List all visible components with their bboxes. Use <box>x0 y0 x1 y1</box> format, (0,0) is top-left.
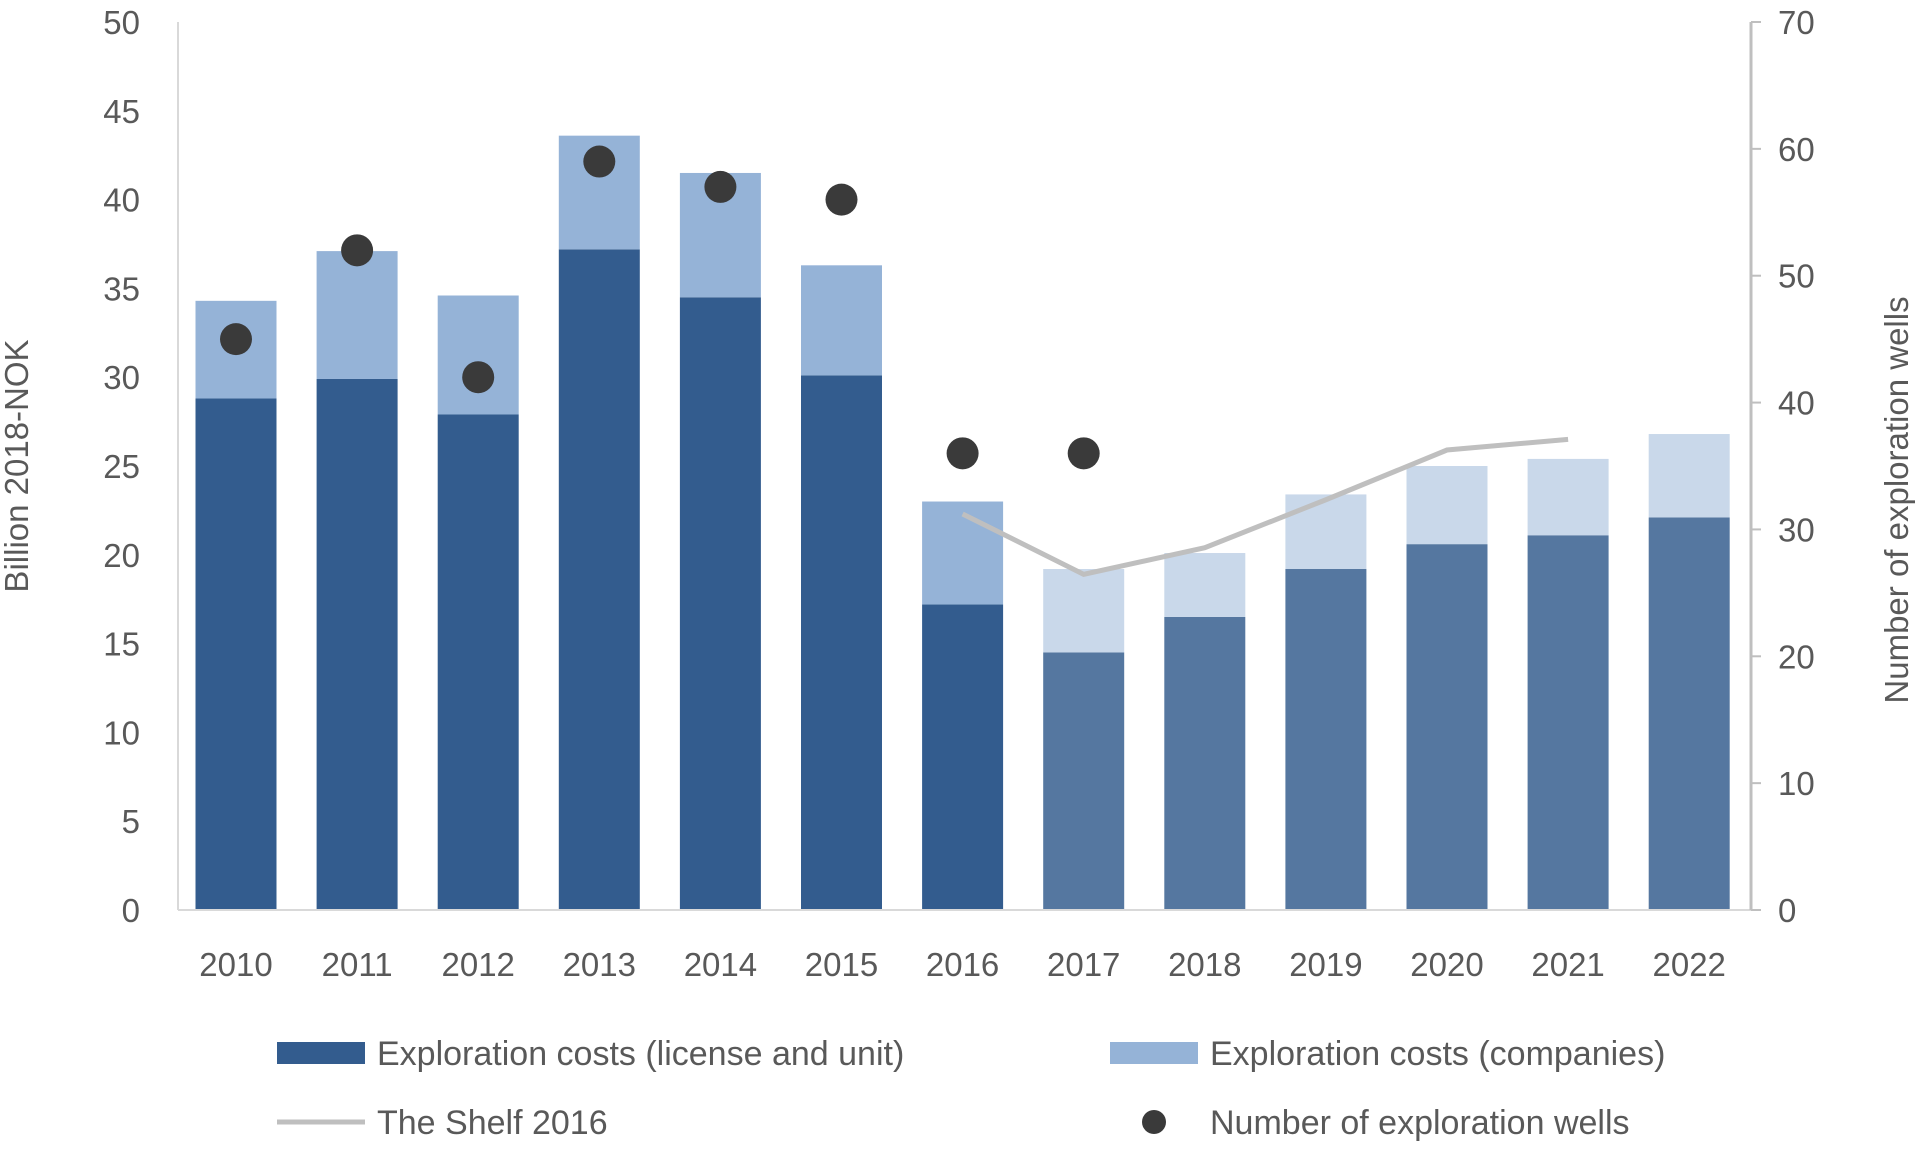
bar-license-unit-2017 <box>1043 652 1125 910</box>
bars-layer <box>195 135 1730 910</box>
y-tick-label-left: 15 <box>103 626 140 663</box>
bar-companies-2021 <box>1527 458 1609 536</box>
y-tick-label-right: 30 <box>1778 511 1815 548</box>
y-tick-label-left: 25 <box>103 448 140 485</box>
y-tick-label-left: 35 <box>103 270 140 307</box>
bar-license-unit-2014 <box>679 297 761 910</box>
bar-license-unit-2020 <box>1406 544 1488 910</box>
axes-layer: 2010 2011 2012 2013 2014 2015 2016 2017 2018 2019… <box>103 4 1814 983</box>
x-tick-label: 2020 <box>1410 946 1483 983</box>
well-count-point-2013 <box>583 145 616 178</box>
bar-companies-2022 <box>1648 434 1730 518</box>
y-tick-label-right: 50 <box>1778 258 1815 295</box>
bar-license-unit-2010 <box>195 398 277 910</box>
bar-companies-2020 <box>1406 466 1488 545</box>
y-tick-label-left: 40 <box>103 182 140 219</box>
bar-companies-2012 <box>437 295 519 415</box>
well-count-point-2010 <box>220 323 252 356</box>
y-tick-label-left: 50 <box>103 4 140 41</box>
x-tick-label: 2015 <box>805 946 878 983</box>
legend: Exploration costs (license and unit) Expl… <box>277 1035 1665 1142</box>
y-tick-label-left: 30 <box>103 359 140 396</box>
bar-license-unit-2015 <box>801 375 882 910</box>
bar-license-unit-2012 <box>437 414 519 910</box>
y-tick-label-right: 40 <box>1778 385 1815 422</box>
bar-license-unit-2021 <box>1527 535 1609 910</box>
x-tick-label: 2013 <box>563 946 636 983</box>
bar-license-unit-2016 <box>922 604 1004 910</box>
well-count-point-2016 <box>946 437 979 470</box>
x-tick-label: 2021 <box>1531 946 1604 983</box>
y-tick-label-right: 20 <box>1778 638 1815 675</box>
x-tick-label: 2019 <box>1289 946 1362 983</box>
y-axis-label-right: Number of exploration wells <box>1878 296 1915 703</box>
y-tick-label-left: 45 <box>103 93 140 130</box>
y-tick-label-left: 10 <box>103 714 140 751</box>
well-count-point-2017 <box>1067 437 1100 470</box>
x-tick-label: 2016 <box>926 946 999 983</box>
bar-license-unit-2011 <box>316 378 398 910</box>
x-tick-label: 2018 <box>1168 946 1241 983</box>
marks-layer <box>220 145 1569 577</box>
bar-companies-2015 <box>801 265 882 376</box>
well-count-point-2014 <box>704 170 737 203</box>
bar-companies-2019 <box>1285 494 1367 570</box>
x-tick-label: 2022 <box>1652 946 1725 983</box>
bar-companies-2018 <box>1164 553 1246 617</box>
well-count-point-2012 <box>462 361 495 394</box>
well-count-point-2011 <box>341 234 374 267</box>
bar-license-unit-2022 <box>1648 517 1730 910</box>
y-tick-label-left: 5 <box>122 803 140 840</box>
legend-label: The Shelf 2016 <box>377 1104 608 1142</box>
y-tick-label-right: 10 <box>1778 765 1815 802</box>
y-tick-label-right: 60 <box>1778 131 1815 168</box>
bar-companies-2017 <box>1043 569 1125 653</box>
legend-label: Exploration costs (companies) <box>1210 1035 1665 1073</box>
x-tick-label: 2011 <box>322 946 393 983</box>
legend-swatch-1 <box>1110 1042 1198 1064</box>
legend-label: Number of exploration wells <box>1210 1104 1630 1142</box>
legend-label: Exploration costs (license and unit) <box>377 1035 904 1073</box>
y-tick-label-right: 0 <box>1778 892 1796 929</box>
bar-companies-2016 <box>922 501 1004 605</box>
y-tick-label-right: 70 <box>1778 4 1815 41</box>
x-tick-label: 2012 <box>441 946 514 983</box>
y-tick-label-left: 0 <box>122 892 140 929</box>
legend-swatch-3 <box>1142 1110 1166 1134</box>
bar-companies-2011 <box>316 251 398 379</box>
legend-swatch-0 <box>277 1042 365 1064</box>
line-the-shelf-2016 <box>961 436 1569 577</box>
bar-license-unit-2013 <box>558 249 640 910</box>
x-tick-label: 2017 <box>1047 946 1120 983</box>
well-count-point-2015 <box>825 183 858 216</box>
x-tick-label: 2010 <box>199 946 272 983</box>
y-axis-label-left: Billion 2018-NOK <box>0 339 35 592</box>
bar-license-unit-2018 <box>1164 616 1246 910</box>
x-tick-label: 2014 <box>684 946 757 983</box>
bar-license-unit-2019 <box>1285 569 1367 910</box>
y-tick-label-left: 20 <box>103 537 140 574</box>
